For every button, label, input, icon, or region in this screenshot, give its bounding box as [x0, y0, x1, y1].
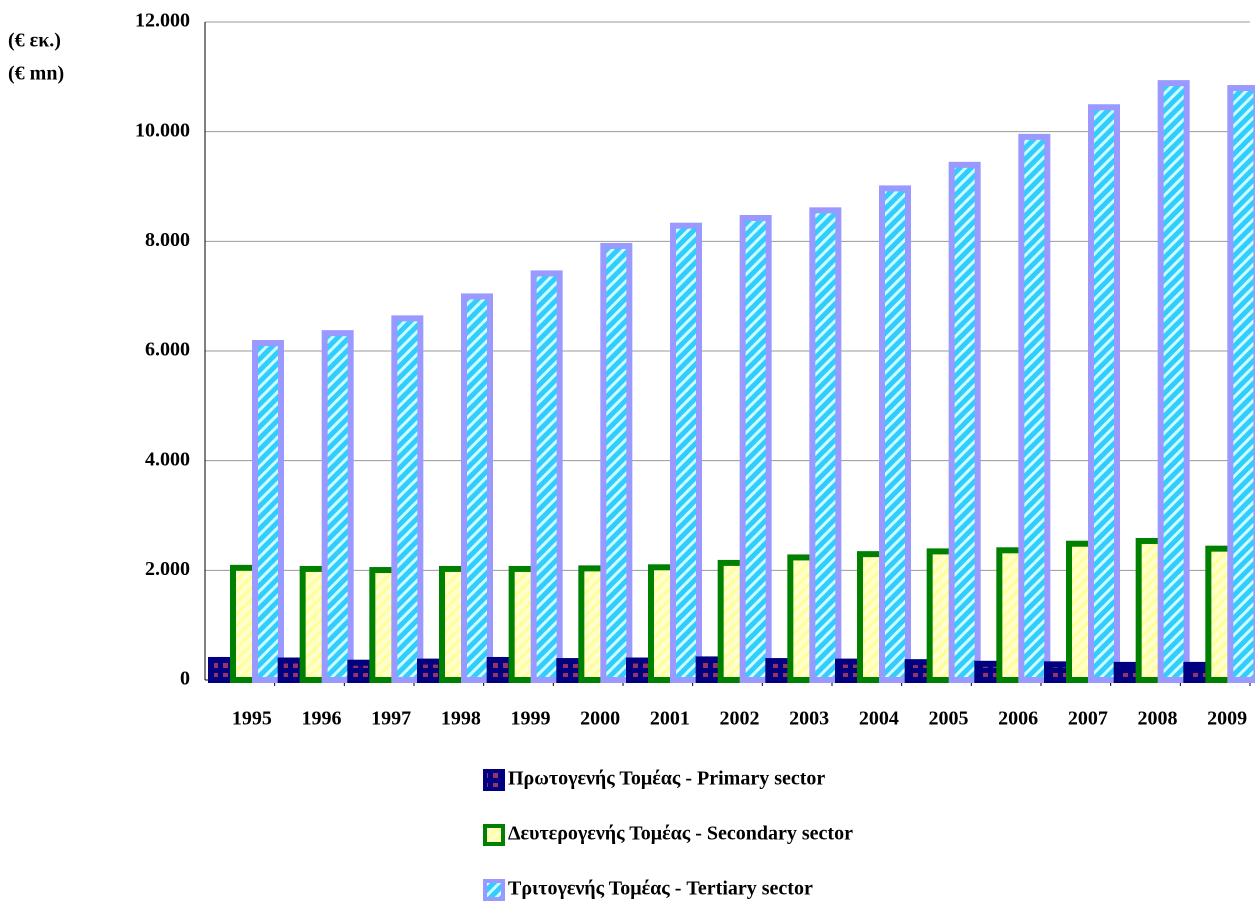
y-tick-label: 4.000: [145, 448, 190, 470]
x-tick-label: 2001: [650, 708, 690, 730]
x-tick-label: 1997: [371, 708, 411, 730]
y-tick-label: 6.000: [145, 339, 190, 361]
bar: [1018, 133, 1051, 684]
x-tick-label: 2004: [859, 708, 899, 730]
bar: [252, 340, 284, 683]
x-tick-label: 2002: [720, 708, 760, 730]
x-tick-label: 2007: [1068, 708, 1108, 730]
y-tick-label: 10.000: [135, 119, 190, 141]
bar: [1157, 80, 1190, 683]
bar: [809, 207, 842, 683]
y-tick-label: 0: [180, 668, 190, 690]
legend-label: Δευτερογενής Τομέας - Secondary sector: [508, 823, 853, 845]
legend-label: Τριτογενής Τομέας - Tertiary sector: [508, 878, 813, 900]
x-tick-label: 1998: [441, 708, 481, 730]
x-tick-label: 2003: [789, 708, 829, 730]
y-tick-label: 8.000: [145, 229, 190, 251]
x-tick-label: 1995: [232, 708, 272, 730]
legend-swatch: [483, 824, 505, 846]
bar: [1088, 104, 1120, 683]
x-tick-label: 1999: [511, 708, 551, 730]
x-tick-label: 2009: [1207, 708, 1247, 730]
x-tick-label: 2000: [580, 708, 620, 730]
y-tick-label: 12.000: [135, 10, 190, 32]
x-tick-label: 2005: [929, 708, 969, 730]
x-tick-label: 1996: [302, 708, 342, 730]
axis-label: (€ mn): [8, 63, 64, 85]
bar: [600, 242, 633, 683]
x-tick-label: 2008: [1138, 708, 1178, 730]
bar: [879, 185, 911, 684]
x-tick-label: 2006: [998, 708, 1038, 730]
y-tick-label: 2.000: [145, 558, 190, 580]
bar: [530, 270, 563, 683]
bar: [461, 293, 493, 683]
bar: [739, 215, 772, 683]
bar: [670, 222, 702, 683]
bar: [948, 161, 981, 683]
bar: [1227, 85, 1255, 683]
legend-label: Πρωτογενής Τομέας - Primary sector: [508, 768, 825, 790]
bar: [391, 315, 424, 683]
legend-swatch: [483, 879, 505, 901]
axis-label: (€ εκ.): [8, 30, 61, 52]
legend-swatch: [483, 769, 505, 791]
bar: [321, 330, 354, 683]
